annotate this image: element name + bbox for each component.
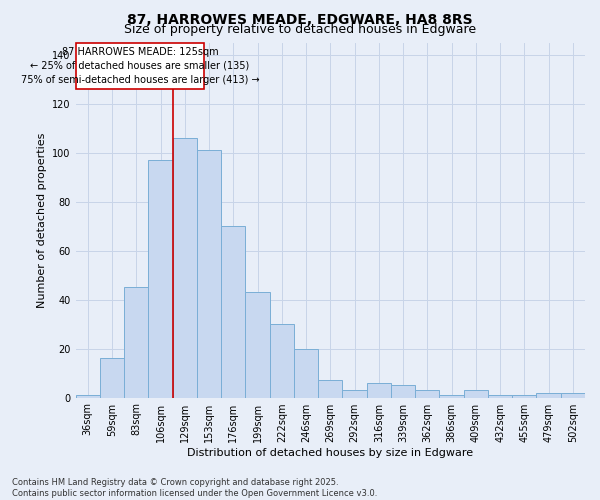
Y-axis label: Number of detached properties: Number of detached properties <box>37 132 47 308</box>
Bar <box>245 292 269 398</box>
Text: 87 HARROWES MEADE: 125sqm
← 25% of detached houses are smaller (135)
75% of semi: 87 HARROWES MEADE: 125sqm ← 25% of detac… <box>20 47 259 85</box>
Bar <box>221 226 245 398</box>
Bar <box>76 42 204 89</box>
Text: Size of property relative to detached houses in Edgware: Size of property relative to detached ho… <box>124 22 476 36</box>
Bar <box>197 150 221 398</box>
Bar <box>148 160 173 398</box>
Bar <box>391 386 415 398</box>
Bar <box>367 383 391 398</box>
Bar <box>512 395 536 398</box>
Bar <box>415 390 439 398</box>
Bar <box>536 392 561 398</box>
Bar <box>76 395 100 398</box>
X-axis label: Distribution of detached houses by size in Edgware: Distribution of detached houses by size … <box>187 448 473 458</box>
Bar <box>318 380 343 398</box>
Bar <box>294 348 318 398</box>
Bar <box>561 392 585 398</box>
Bar <box>343 390 367 398</box>
Bar <box>100 358 124 398</box>
Text: 87, HARROWES MEADE, EDGWARE, HA8 8RS: 87, HARROWES MEADE, EDGWARE, HA8 8RS <box>127 12 473 26</box>
Bar <box>173 138 197 398</box>
Bar <box>464 390 488 398</box>
Bar <box>488 395 512 398</box>
Text: Contains HM Land Registry data © Crown copyright and database right 2025.
Contai: Contains HM Land Registry data © Crown c… <box>12 478 377 498</box>
Bar <box>269 324 294 398</box>
Bar <box>124 288 148 398</box>
Bar <box>439 395 464 398</box>
